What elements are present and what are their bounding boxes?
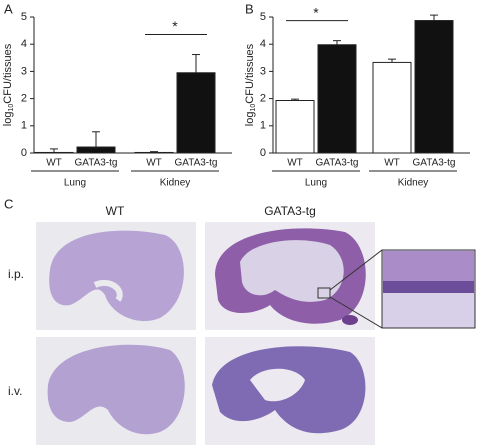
y-tick-label: 5 bbox=[21, 11, 27, 23]
image-wt-ip bbox=[36, 222, 196, 330]
y-axis-label: log10CFU/tissues bbox=[244, 43, 257, 126]
bar bbox=[134, 151, 174, 154]
x-tick-label: WT bbox=[46, 158, 62, 169]
group-label: Kidney bbox=[398, 178, 429, 189]
y-axis-label-part: log bbox=[2, 112, 14, 127]
y-tick-label: 0 bbox=[21, 147, 27, 159]
bar bbox=[414, 20, 454, 154]
bar bbox=[372, 61, 412, 154]
bar bbox=[76, 146, 116, 154]
y-tick-label: 0 bbox=[260, 147, 266, 159]
bar bbox=[275, 100, 315, 154]
group-label: Lung bbox=[64, 178, 86, 189]
y-tick-label: 3 bbox=[21, 65, 27, 77]
x-tick-label: GATA3-tg bbox=[175, 158, 218, 169]
y-tick-label: 5 bbox=[260, 11, 266, 23]
x-tick-label: GATA3-tg bbox=[75, 158, 118, 169]
row-label: i.v. bbox=[8, 384, 22, 398]
image-wt-iv bbox=[36, 337, 196, 445]
x-tick-label: WT bbox=[384, 158, 400, 169]
image-zoom bbox=[329, 249, 476, 329]
bar bbox=[317, 44, 357, 154]
image-gata3-ip bbox=[205, 222, 375, 330]
y-tick-label: 2 bbox=[260, 93, 266, 105]
group-label: Lung bbox=[305, 178, 327, 189]
y-axis-label: log10CFU/tissues bbox=[2, 43, 15, 126]
y-tick-label: 2 bbox=[21, 93, 27, 105]
panel-label: A bbox=[4, 1, 13, 16]
column-label: GATA3-tg bbox=[264, 204, 316, 218]
y-axis-label-part: log bbox=[244, 112, 256, 127]
y-tick-label: 4 bbox=[21, 38, 27, 50]
y-axis-label-part: 10 bbox=[8, 104, 15, 112]
panel-label: B bbox=[245, 1, 254, 16]
y-tick-label: 4 bbox=[260, 38, 266, 50]
x-tick-label: GATA3-tg bbox=[413, 158, 456, 169]
column-label: WT bbox=[106, 204, 125, 218]
bar bbox=[176, 72, 216, 154]
y-tick-label: 1 bbox=[21, 120, 27, 132]
x-tick-label: WT bbox=[146, 158, 162, 169]
group-label: Kidney bbox=[160, 178, 191, 189]
x-tick-label: GATA3-tg bbox=[316, 158, 359, 169]
y-tick-label: 1 bbox=[260, 120, 266, 132]
significance-mark: * bbox=[313, 4, 319, 20]
x-tick-label: WT bbox=[287, 158, 303, 169]
image-gata3-iv bbox=[205, 337, 375, 445]
y-axis-label-part: CFU/tissues bbox=[244, 43, 256, 103]
y-axis-label-part: CFU/tissues bbox=[2, 43, 14, 103]
bar bbox=[34, 151, 74, 154]
panel-label: C bbox=[4, 196, 13, 211]
y-axis-label-part: 10 bbox=[250, 104, 257, 112]
y-tick-label: 3 bbox=[260, 65, 266, 77]
significance-mark: * bbox=[172, 18, 178, 34]
row-label: i.p. bbox=[8, 267, 24, 281]
